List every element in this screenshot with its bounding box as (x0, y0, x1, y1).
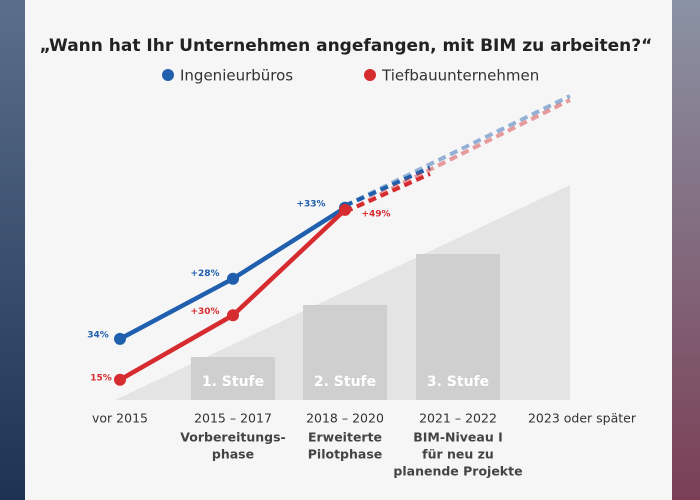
phase-description: phase (212, 447, 254, 462)
phase-description: BIM-Niveau I (413, 430, 503, 445)
chart-title: „Wann hat Ihr Unternehmen angefangen, mi… (40, 36, 653, 56)
phase-description: für neu zu (422, 447, 494, 462)
projection (344, 172, 431, 214)
phase-bar (303, 305, 387, 400)
background-right (672, 0, 700, 500)
point (339, 203, 351, 216)
x-tick-label: 2023 oder später (528, 411, 637, 426)
point (114, 332, 126, 345)
legend-label: Ingenieurbüros (180, 67, 293, 85)
phase-label: 2. Stufe (314, 374, 376, 390)
data-label: +49% (361, 209, 390, 219)
data-label: 15% (90, 373, 112, 383)
legend-marker (162, 69, 174, 81)
point (227, 272, 239, 285)
phase-bar (416, 254, 500, 400)
legend-marker (364, 69, 376, 81)
x-tick-label: vor 2015 (92, 411, 148, 426)
legend-label: Tiefbauunternehmen (381, 67, 539, 85)
phase-label: 3. Stufe (427, 374, 489, 390)
data-label: 34% (87, 330, 109, 340)
data-label: +33% (296, 199, 325, 209)
projection (344, 165, 431, 208)
data-label: +28% (190, 269, 219, 279)
point (114, 373, 126, 386)
phase-description: planende Projekte (393, 464, 522, 479)
x-tick-label: 2021 – 2022 (419, 411, 497, 426)
phase-description: Erweiterte (308, 430, 382, 445)
phase-label: 1. Stufe (202, 374, 264, 390)
data-label: +30% (190, 307, 219, 317)
phase-bar (191, 357, 275, 400)
point (227, 309, 239, 322)
x-tick-label: 2015 – 2017 (194, 411, 272, 426)
phase-description: Vorbereitungs- (180, 430, 285, 445)
x-tick-label: 2018 – 2020 (306, 411, 384, 426)
phase-description: Pilotphase (308, 447, 383, 462)
